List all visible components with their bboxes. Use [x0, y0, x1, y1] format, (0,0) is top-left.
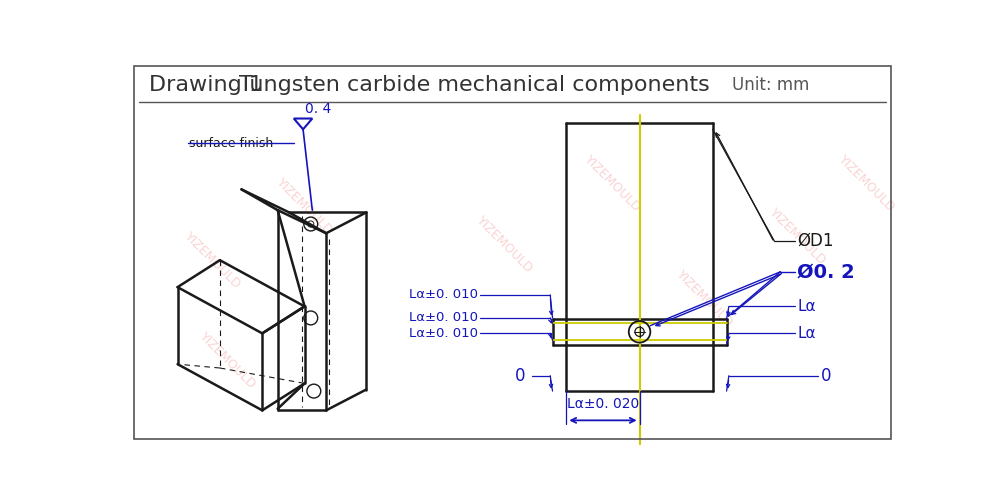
Text: 0. 4: 0. 4: [305, 102, 332, 116]
Text: surface finish: surface finish: [189, 136, 273, 149]
Text: YIZEMOULD: YIZEMOULD: [181, 230, 243, 291]
Text: Lα±0. 010: Lα±0. 010: [409, 327, 478, 340]
Text: Lα: Lα: [797, 299, 816, 314]
Text: Tungsten carbide mechanical components: Tungsten carbide mechanical components: [239, 74, 709, 94]
Text: Lα±0. 010: Lα±0. 010: [409, 288, 478, 302]
Text: YIZEMOULD: YIZEMOULD: [674, 268, 736, 330]
Text: Ø0. 2: Ø0. 2: [797, 262, 855, 281]
Text: Lα±0. 020: Lα±0. 020: [567, 397, 639, 411]
Text: YIZEMOULD: YIZEMOULD: [582, 152, 643, 214]
Text: Lα±0. 010: Lα±0. 010: [409, 312, 478, 324]
Text: YIZEMOULD: YIZEMOULD: [474, 214, 536, 276]
Text: YIZEMOULD: YIZEMOULD: [274, 176, 335, 237]
Text: YIZEMOULD: YIZEMOULD: [767, 206, 828, 268]
Text: 0: 0: [820, 366, 831, 384]
Text: Unit: mm: Unit: mm: [732, 76, 809, 94]
Text: ØD1: ØD1: [797, 232, 834, 250]
Text: 0: 0: [515, 366, 525, 384]
Text: Drawing 1: Drawing 1: [149, 74, 263, 94]
Text: YIZEMOULD: YIZEMOULD: [836, 152, 897, 214]
Text: YIZEMOULD: YIZEMOULD: [197, 330, 258, 391]
Text: Lα: Lα: [797, 326, 816, 341]
